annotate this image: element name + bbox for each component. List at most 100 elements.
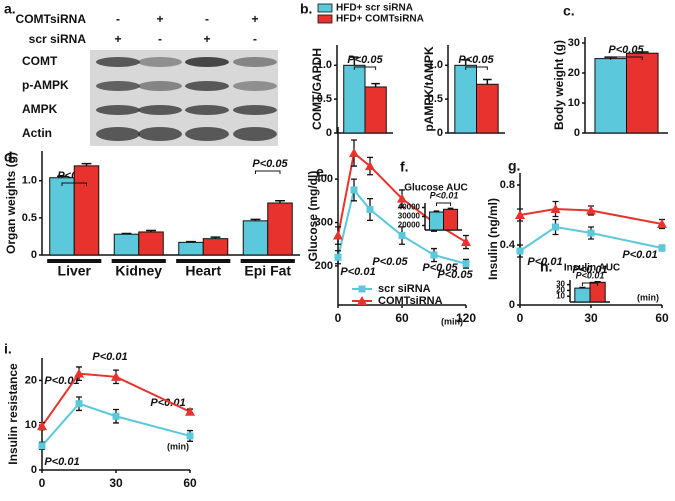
blot-band bbox=[96, 127, 140, 141]
y-tick-label: 20 bbox=[25, 374, 37, 386]
category-underline bbox=[47, 259, 102, 263]
category-label: Kidney bbox=[115, 263, 162, 279]
bar bbox=[626, 52, 659, 134]
error-bar bbox=[461, 59, 471, 66]
marker bbox=[461, 237, 471, 247]
marker bbox=[334, 253, 342, 261]
marker bbox=[462, 260, 470, 268]
error-bar bbox=[81, 162, 92, 166]
error-bar bbox=[371, 82, 380, 87]
significance-bracket bbox=[581, 282, 599, 286]
p-value-annotation: P<0.05 bbox=[372, 256, 408, 268]
marker bbox=[587, 229, 595, 237]
blot-band bbox=[96, 57, 140, 67]
p-value-annotation: P<0.05 bbox=[458, 54, 494, 66]
panel-label: f. bbox=[400, 159, 409, 175]
x-tick-label: 0 bbox=[517, 311, 524, 325]
blot-band bbox=[185, 105, 229, 115]
error-bar bbox=[350, 56, 359, 66]
marker bbox=[658, 244, 666, 252]
y-tick-label: 1.0 bbox=[428, 59, 443, 71]
significance-bracket bbox=[353, 66, 377, 70]
x-axis-label: (min) bbox=[167, 441, 189, 451]
condition-sign: + bbox=[114, 32, 121, 46]
marker bbox=[397, 193, 407, 203]
significance-bracket bbox=[465, 66, 488, 70]
marker bbox=[552, 223, 559, 231]
panel-label: e. bbox=[316, 164, 328, 180]
x-tick-label: 60 bbox=[655, 311, 669, 325]
legend-label: scr siRNA bbox=[378, 283, 431, 295]
x-axis-label: (min) bbox=[637, 292, 659, 302]
p-value-annotation: P<0.01 bbox=[572, 264, 607, 276]
p-value-annotation: P<0.05 bbox=[437, 269, 473, 281]
marker bbox=[349, 148, 359, 158]
bar bbox=[428, 211, 445, 231]
marker bbox=[333, 230, 343, 240]
y-axis-label: Body weight (g) bbox=[552, 40, 566, 130]
bar bbox=[476, 83, 499, 134]
line bbox=[41, 372, 191, 427]
category-label: Heart bbox=[185, 263, 221, 279]
blot-row-label: p-AMPK bbox=[22, 78, 69, 92]
error-bar bbox=[579, 286, 586, 289]
category-underline bbox=[111, 259, 166, 263]
category-label: Liver bbox=[58, 263, 92, 279]
condition-sign: + bbox=[156, 12, 163, 26]
y-tick-label: 0.5 bbox=[317, 93, 332, 105]
y-tick-label: 0 bbox=[326, 127, 332, 139]
error-bar bbox=[635, 51, 649, 54]
legend-label: COMTsiRNA bbox=[378, 295, 443, 307]
marker bbox=[586, 205, 596, 215]
bar bbox=[364, 86, 387, 134]
significance-bracket bbox=[61, 182, 88, 186]
blot-band bbox=[96, 105, 140, 115]
legend-marker bbox=[358, 285, 366, 293]
y-tick-label: 1.0 bbox=[22, 175, 37, 187]
y-tick-label: 20000 bbox=[398, 221, 421, 230]
category-underline bbox=[176, 259, 231, 263]
bar bbox=[343, 64, 366, 134]
bar bbox=[138, 231, 164, 256]
marker bbox=[112, 412, 120, 420]
error-bar bbox=[482, 78, 492, 85]
marker bbox=[186, 432, 194, 440]
x-axis-label: (min) bbox=[441, 316, 463, 326]
p-value-annotation: P<0.01 bbox=[622, 249, 657, 261]
p-value-annotation: P<0.01 bbox=[527, 256, 562, 268]
error-bar bbox=[275, 200, 285, 203]
condition-sign: - bbox=[205, 12, 209, 26]
marker bbox=[515, 210, 525, 219]
panel-label: h. bbox=[540, 259, 552, 275]
y-tick-label: 0.8 bbox=[500, 179, 515, 191]
line bbox=[41, 402, 191, 447]
blot-band bbox=[185, 127, 229, 141]
marker bbox=[185, 406, 195, 416]
blot-band bbox=[138, 81, 182, 91]
y-axis-label: Organ weights (g) bbox=[4, 152, 18, 254]
marker bbox=[111, 371, 121, 381]
y-tick-label: 0.5 bbox=[428, 93, 443, 105]
significance-bracket bbox=[254, 170, 281, 174]
marker bbox=[365, 161, 375, 171]
panel-label: b. bbox=[300, 1, 312, 17]
category-label: Epi Fat bbox=[244, 263, 291, 279]
legend-label: HFD+ COMTsiRNA bbox=[336, 14, 424, 25]
blot-band bbox=[233, 105, 277, 115]
y-tick-label: 200 bbox=[315, 260, 333, 272]
p-value-annotation: P<0.05 bbox=[422, 262, 458, 274]
panel-label: d. bbox=[4, 149, 16, 165]
marker bbox=[430, 251, 438, 259]
y-tick-label: 20 bbox=[556, 286, 565, 295]
line bbox=[519, 207, 663, 225]
bar bbox=[73, 165, 100, 256]
category-underline bbox=[240, 259, 295, 263]
marker bbox=[398, 232, 406, 240]
error-bar bbox=[447, 207, 454, 210]
marker bbox=[350, 186, 358, 194]
error-bar bbox=[433, 210, 440, 212]
p-value-annotation: P<0.01 bbox=[44, 456, 79, 468]
y-tick-label: 0 bbox=[31, 464, 37, 476]
blot-band bbox=[185, 81, 229, 91]
